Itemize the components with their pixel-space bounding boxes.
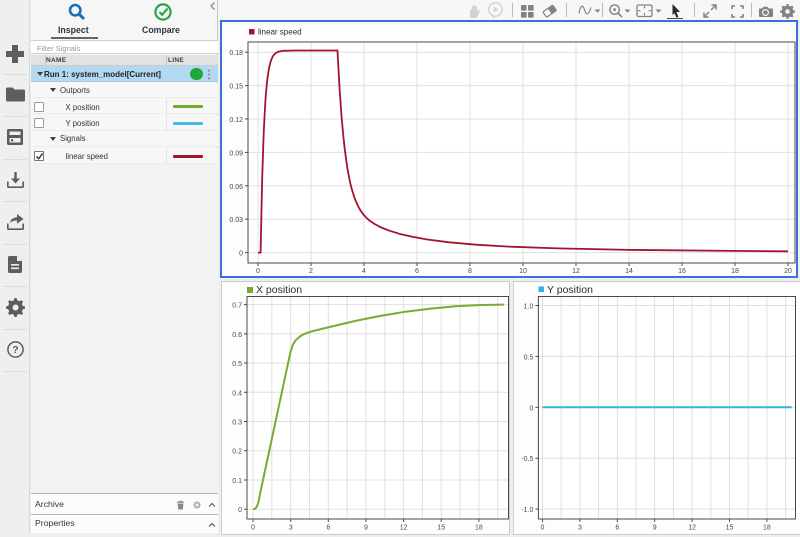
svg-text:0: 0 [256, 268, 260, 275]
svg-text:12: 12 [400, 525, 408, 532]
svg-text:3: 3 [578, 525, 582, 532]
svg-text:10: 10 [519, 268, 527, 275]
svg-text:0.2: 0.2 [232, 449, 242, 456]
svg-text:15: 15 [437, 525, 445, 532]
svg-text:-1.0: -1.0 [521, 507, 533, 514]
svg-text:9: 9 [653, 525, 657, 532]
svg-text:15: 15 [726, 525, 734, 532]
svg-text:1.0: 1.0 [524, 304, 534, 311]
svg-text:0.3: 0.3 [232, 420, 242, 427]
svg-text:0: 0 [541, 525, 545, 532]
svg-text:Y position: Y position [547, 284, 593, 296]
svg-text:12: 12 [572, 268, 580, 275]
svg-text:6: 6 [415, 268, 419, 275]
svg-text:9: 9 [364, 525, 368, 532]
svg-text:linear speed: linear speed [258, 28, 302, 37]
svg-text:2: 2 [309, 268, 313, 275]
svg-text:0.5: 0.5 [524, 354, 534, 361]
svg-text:4: 4 [362, 268, 366, 275]
svg-text:6: 6 [326, 525, 330, 532]
svg-text:18: 18 [763, 525, 771, 532]
svg-text:0.18: 0.18 [229, 50, 243, 57]
svg-text:0: 0 [238, 507, 242, 514]
svg-text:3: 3 [289, 525, 293, 532]
svg-text:0.09: 0.09 [229, 150, 243, 157]
svg-text:16: 16 [678, 268, 686, 275]
svg-text:6: 6 [615, 525, 619, 532]
svg-text:0.12: 0.12 [229, 117, 243, 124]
svg-text:0: 0 [251, 525, 255, 532]
svg-text:0.1: 0.1 [232, 478, 242, 485]
svg-text:0.4: 0.4 [232, 390, 242, 397]
svg-text:?: ? [12, 344, 18, 356]
svg-text:8: 8 [468, 268, 472, 275]
svg-text:0.5: 0.5 [232, 361, 242, 368]
svg-text:0: 0 [529, 405, 533, 412]
svg-text:20: 20 [784, 268, 792, 275]
svg-text:-0.5: -0.5 [521, 456, 533, 463]
svg-text:14: 14 [625, 268, 633, 275]
svg-text:0.6: 0.6 [232, 332, 242, 339]
svg-text:X position: X position [256, 284, 302, 296]
svg-text:0.15: 0.15 [229, 84, 243, 91]
svg-text:0: 0 [239, 251, 243, 258]
svg-text:0.7: 0.7 [232, 303, 242, 310]
svg-text:12: 12 [688, 525, 696, 532]
svg-text:0.03: 0.03 [229, 217, 243, 224]
svg-text:18: 18 [731, 268, 739, 275]
svg-text:18: 18 [475, 525, 483, 532]
svg-text:0.06: 0.06 [229, 184, 243, 191]
